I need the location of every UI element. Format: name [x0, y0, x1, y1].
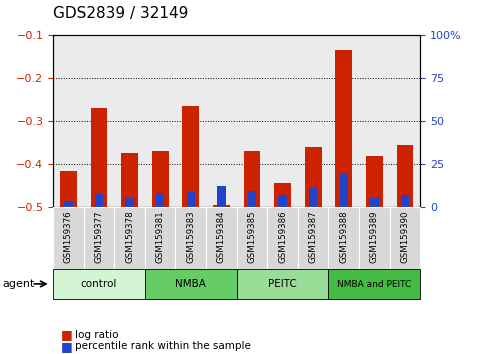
Text: GSM159384: GSM159384 — [217, 210, 226, 263]
Bar — [305, 147, 322, 207]
Text: ■: ■ — [60, 328, 72, 341]
Bar — [359, 207, 390, 269]
Bar — [278, 195, 287, 207]
Bar — [370, 198, 379, 207]
Bar — [84, 207, 114, 269]
Bar — [217, 187, 226, 207]
Text: GSM159378: GSM159378 — [125, 210, 134, 263]
Text: ■: ■ — [60, 340, 72, 353]
Bar — [366, 156, 383, 207]
Text: GSM159388: GSM159388 — [339, 210, 348, 263]
Bar — [152, 151, 169, 207]
Bar — [213, 205, 230, 207]
Bar — [237, 207, 267, 269]
Bar — [145, 207, 175, 269]
Bar — [390, 207, 420, 269]
Bar — [126, 198, 134, 207]
Text: GSM159385: GSM159385 — [247, 210, 256, 263]
Text: GSM159387: GSM159387 — [309, 210, 318, 263]
Text: GSM159386: GSM159386 — [278, 210, 287, 263]
Text: percentile rank within the sample: percentile rank within the sample — [75, 341, 251, 351]
Text: GSM159389: GSM159389 — [370, 210, 379, 263]
Bar — [64, 201, 72, 207]
Text: GSM159377: GSM159377 — [95, 210, 103, 263]
Bar — [95, 193, 103, 207]
Bar — [340, 173, 348, 207]
Text: agent: agent — [2, 279, 35, 289]
Bar — [267, 207, 298, 269]
Bar — [243, 151, 260, 207]
Bar — [206, 207, 237, 269]
Bar — [328, 207, 359, 269]
Bar — [183, 106, 199, 207]
Bar — [121, 153, 138, 207]
Text: log ratio: log ratio — [75, 330, 118, 339]
Bar — [298, 207, 328, 269]
Text: PEITC: PEITC — [268, 279, 297, 289]
Bar — [328, 269, 420, 299]
Bar — [186, 192, 195, 207]
Bar — [145, 269, 237, 299]
Bar — [53, 207, 84, 269]
Text: GSM159376: GSM159376 — [64, 210, 73, 263]
Text: GSM159383: GSM159383 — [186, 210, 195, 263]
Text: NMBA and PEITC: NMBA and PEITC — [337, 280, 412, 289]
Bar — [248, 191, 256, 207]
Text: control: control — [81, 279, 117, 289]
Bar — [335, 50, 352, 207]
Bar — [53, 269, 145, 299]
Text: GSM159381: GSM159381 — [156, 210, 165, 263]
Bar — [175, 207, 206, 269]
Text: GDS2839 / 32149: GDS2839 / 32149 — [53, 6, 188, 21]
Bar — [60, 171, 77, 207]
Bar — [156, 193, 164, 207]
Text: NMBA: NMBA — [175, 279, 206, 289]
Text: GSM159390: GSM159390 — [400, 210, 410, 263]
Bar — [114, 207, 145, 269]
Bar — [309, 187, 317, 207]
Bar — [237, 269, 328, 299]
Bar — [91, 108, 107, 207]
Bar — [397, 145, 413, 207]
Bar — [401, 195, 409, 207]
Bar — [274, 183, 291, 207]
